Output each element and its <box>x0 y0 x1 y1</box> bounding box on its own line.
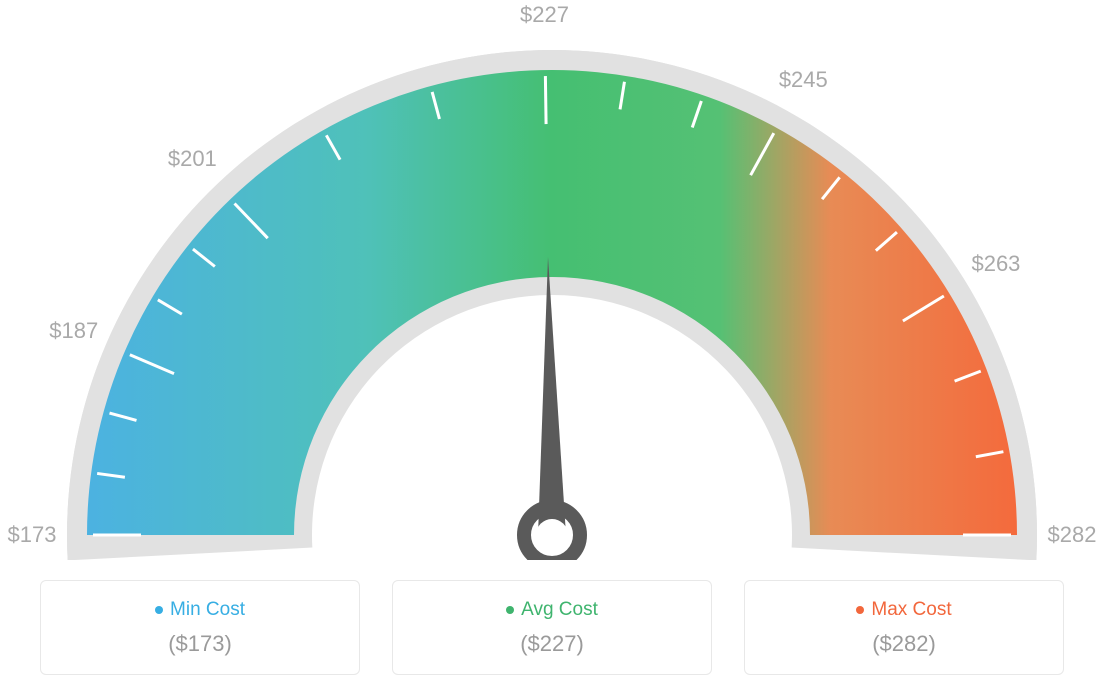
legend-avg-value: ($227) <box>520 631 584 657</box>
legend-card-min: Min Cost ($173) <box>40 580 360 675</box>
gauge-tick-label: $263 <box>971 251 1020 277</box>
gauge-tick-label: $245 <box>779 67 828 93</box>
gauge-tick-label: $201 <box>168 146 217 172</box>
gauge-chart: $173 $187 $201 $227 $245 $263 $282 <box>0 0 1104 560</box>
legend-avg-title: Avg Cost <box>506 599 598 621</box>
gauge-tick-label: $282 <box>1048 522 1097 548</box>
legend-min-title: Min Cost <box>155 599 245 621</box>
legend-row: Min Cost ($173) Avg Cost ($227) Max Cost… <box>0 580 1104 675</box>
gauge-tick-label: $187 <box>49 318 98 344</box>
legend-max-title: Max Cost <box>856 599 951 621</box>
gauge-svg <box>0 0 1104 560</box>
legend-card-max: Max Cost ($282) <box>744 580 1064 675</box>
gauge-tick-label: $227 <box>520 2 569 28</box>
legend-card-avg: Avg Cost ($227) <box>392 580 712 675</box>
legend-min-value: ($173) <box>168 631 232 657</box>
legend-max-value: ($282) <box>872 631 936 657</box>
gauge-tick-label: $173 <box>8 522 57 548</box>
